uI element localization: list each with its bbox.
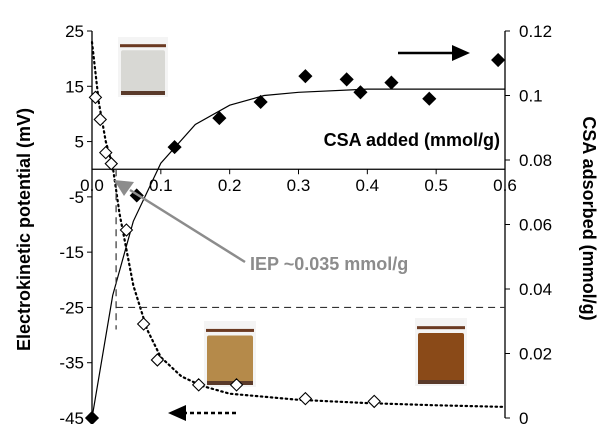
- left-y-tick-label: -5: [69, 188, 84, 207]
- filled-diamond-point: [253, 94, 268, 110]
- open-diamond-point: [88, 90, 103, 105]
- x-tick-label: 0.0: [80, 176, 104, 195]
- open-diamond-point: [367, 394, 381, 409]
- vial-bottom-band: [207, 381, 253, 385]
- left-y-tick-label: -35: [59, 354, 84, 373]
- right-y-tick-label: 0.1: [519, 87, 543, 106]
- vial-meniscus: [417, 326, 465, 330]
- filled-diamond-point: [339, 72, 354, 87]
- vial-liquid: [418, 332, 464, 382]
- open-diamond-point: [104, 156, 119, 171]
- vial-high-csa-image: [415, 318, 467, 386]
- filled-diamond-point: [84, 410, 100, 426]
- right-y-axis-title: CSA adsorbed (mmol/g): [579, 116, 599, 320]
- filled-diamond-point: [212, 111, 227, 126]
- right-y-tick-label: 0.04: [519, 280, 552, 299]
- right-axis-arrow-head: [452, 45, 470, 61]
- filled-diamond-point: [384, 75, 399, 90]
- x-tick-label: 0.6: [493, 176, 517, 195]
- right-y-tick-label: 0.08: [519, 151, 552, 170]
- open-diamond-point: [298, 391, 313, 406]
- x-tick-label: 0.1: [149, 176, 173, 195]
- left-y-tick-label: -15: [59, 243, 84, 262]
- left-y-tick-label: 15: [65, 77, 84, 96]
- x-tick-label: 0.2: [218, 176, 242, 195]
- x-tick-label: 0.3: [287, 176, 311, 195]
- open-diamond-point: [229, 378, 244, 392]
- left-y-tick-label: -25: [59, 298, 84, 317]
- right-y-tick-label: 0.12: [519, 22, 552, 41]
- iep-arrow-head: [114, 180, 134, 196]
- open-diamond-point: [119, 223, 134, 237]
- vial-bottom-band: [418, 380, 464, 384]
- left-y-tick-label: 25: [65, 22, 84, 41]
- left-y-tick-label: 5: [75, 133, 84, 152]
- vial-low-csa-image: [118, 37, 168, 97]
- open-diamond-point: [98, 145, 113, 160]
- x-tick-label: 0.4: [356, 176, 380, 195]
- filled-diamond-point: [491, 52, 506, 68]
- open-diamond-point: [93, 112, 108, 127]
- filled-diamond-point: [167, 140, 182, 155]
- vial-mid-csa-image: [204, 321, 256, 387]
- filled-diamond-point: [353, 85, 368, 100]
- x-axis-title: CSA added (mmol/g): [324, 130, 500, 150]
- iep-annotation-label: IEP ~0.035 mmol/g: [250, 254, 408, 274]
- iep-arrow-line: [129, 188, 246, 264]
- filled-diamond-point: [422, 91, 437, 106]
- left-y-tick-label: -45: [59, 409, 84, 424]
- right-y-tick-label: 0.02: [519, 345, 552, 364]
- left-y-axis-title: Electrokinetic potential (mV): [14, 108, 34, 351]
- vial-meniscus: [206, 328, 254, 332]
- filled-diamond-point: [298, 69, 313, 84]
- open-diamond-point: [191, 378, 206, 392]
- x-tick-label: 0.5: [424, 176, 448, 195]
- vial-bottom-band: [121, 91, 165, 95]
- open-diamond-point: [150, 353, 165, 367]
- right-y-tick-label: 0.06: [519, 216, 552, 235]
- vial-meniscus: [120, 44, 166, 48]
- vial-liquid: [207, 335, 253, 384]
- right-y-tick-label: 0: [519, 409, 528, 424]
- vial-liquid: [121, 50, 165, 94]
- left-axis-arrow-head: [168, 405, 186, 421]
- open-diamond-point: [136, 317, 151, 331]
